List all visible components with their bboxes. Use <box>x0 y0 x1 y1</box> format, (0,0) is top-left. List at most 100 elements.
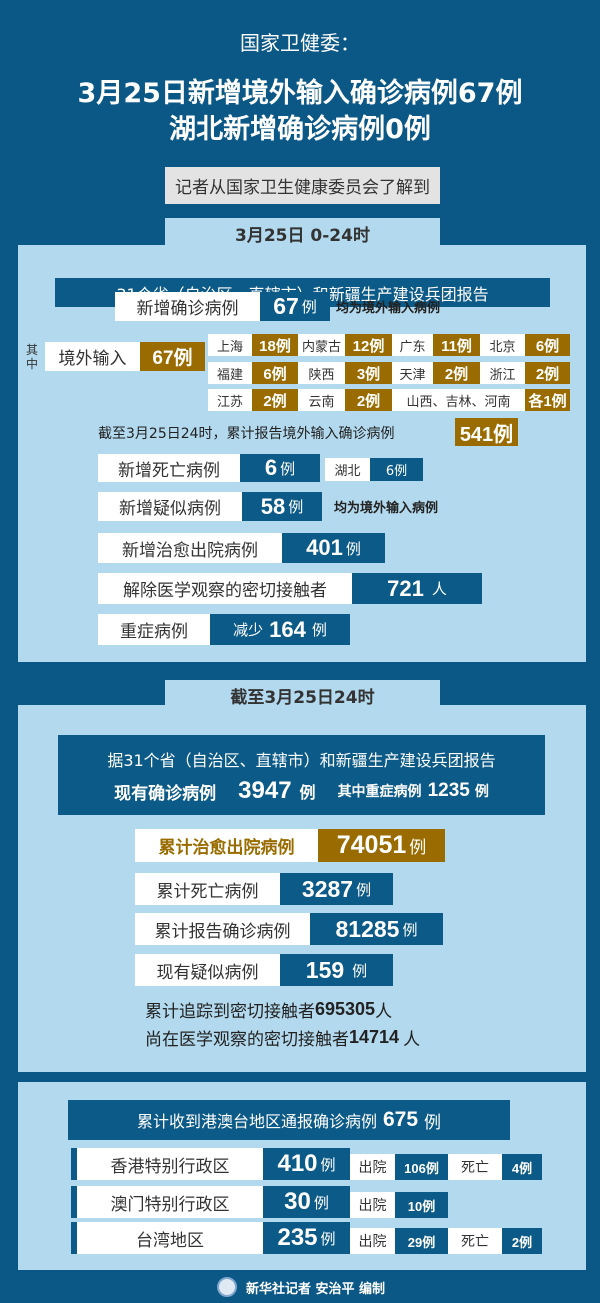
accent-bar <box>71 1186 77 1218</box>
province-name: 内蒙古 <box>298 334 345 356</box>
value: 410 <box>277 1150 318 1177</box>
province-value: 6例 <box>525 334 570 356</box>
imported-value: 67例 <box>140 342 205 371</box>
hubei-label: 湖北 <box>325 458 370 481</box>
prefix: 减少 <box>233 621 264 639</box>
unit: 例 <box>313 1193 329 1212</box>
unit: 例 <box>356 880 372 899</box>
severe-value: 减少 164 例 <box>210 614 350 645</box>
value: 159 <box>305 956 345 983</box>
cumulative-imported-value: 541例 <box>455 418 518 446</box>
value: 695305 <box>315 998 376 1019</box>
label: 累计追踪到密切接触者 <box>145 1001 315 1022</box>
region-name: 台湾地区 <box>77 1222 263 1254</box>
of-which-label: 其中 <box>26 343 39 371</box>
unit: 例 <box>288 498 304 516</box>
suspected-label: 现有疑似病例 <box>135 954 280 986</box>
province-value: 18例 <box>252 334 298 356</box>
released-contacts-label: 解除医学观察的密切接触者 <box>98 573 352 604</box>
province-name: 上海 <box>208 334 252 356</box>
province-name: 天津 <box>392 362 433 384</box>
death-label: 死亡 <box>448 1228 502 1254</box>
deaths-value: 3287 例 <box>280 873 393 905</box>
suspected-value: 159 例 <box>280 954 393 986</box>
discharged-label: 出院 <box>350 1228 395 1254</box>
value: 30 <box>284 1188 311 1215</box>
unit: 例 <box>311 621 327 639</box>
province-value: 2例 <box>433 362 480 384</box>
value: 235 <box>277 1224 318 1251</box>
label: 累计收到港澳台地区通报确诊病例 <box>136 1112 377 1131</box>
new-suspected-value: 58 例 <box>242 492 322 521</box>
value: 14714 <box>349 1026 400 1047</box>
value: 3287 <box>301 875 354 902</box>
current-confirmed-row: 现有确诊病例 3947 例 其中重症病例 1235 例 <box>58 776 545 806</box>
province-value: 2例 <box>345 389 392 411</box>
current-severe-unit: 例 <box>474 784 489 800</box>
confirmed-label: 累计报告确诊病例 <box>135 913 310 945</box>
new-confirmed-label: 新增确诊病例 <box>115 292 260 321</box>
unit: 例 <box>409 838 427 858</box>
death-value: 4例 <box>502 1154 542 1180</box>
discharged-value: 106例 <box>395 1154 448 1180</box>
province-name: 云南 <box>298 389 345 411</box>
daily-tab-label: 3月25日 0-24时 <box>235 225 370 246</box>
unit: 例 <box>345 539 361 558</box>
headline-line2: 湖北新增确诊病例0例 <box>169 113 431 145</box>
province-name: 北京 <box>480 334 525 356</box>
value: 6 <box>264 455 278 480</box>
daily-tab <box>165 218 440 248</box>
province-value: 2例 <box>525 362 570 384</box>
new-suspected-label: 新增疑似病例 <box>98 492 242 521</box>
region-value: 410 例 <box>263 1148 350 1180</box>
label: 尚在医学观察的密切接触者 <box>145 1029 349 1050</box>
province-value: 3例 <box>345 362 392 384</box>
recovered-label: 累计治愈出院病例 <box>135 829 318 862</box>
region-name: 澳门特别行政区 <box>77 1186 263 1218</box>
confirmed-value: 81285 例 <box>310 913 443 945</box>
unit: 例 <box>280 459 296 478</box>
severe-label: 重症病例 <box>98 614 210 645</box>
province-name: 江苏 <box>208 389 252 411</box>
recovered-value: 74051 例 <box>318 829 445 862</box>
xinhua-logo-icon <box>217 1277 237 1297</box>
region-name: 香港特别行政区 <box>77 1148 263 1180</box>
traced-contacts: 累计追踪到密切接触者 695305 人 <box>145 996 392 1022</box>
new-confirmed-note: 均为境外输入病例 <box>336 301 441 316</box>
discharged-label: 出院 <box>350 1192 395 1218</box>
value: 164 <box>269 616 306 642</box>
current-confirmed-unit: 例 <box>299 783 316 802</box>
province-name: 陕西 <box>298 362 345 384</box>
death-label: 死亡 <box>448 1154 502 1180</box>
unit: 例 <box>320 1155 336 1174</box>
hubei-deaths-value: 6例 <box>370 458 423 481</box>
province-name: 浙江 <box>480 362 525 384</box>
current-confirmed-box <box>58 735 545 815</box>
province-name: 福建 <box>208 362 252 384</box>
province-value: 各1例 <box>525 389 570 411</box>
new-recovered-label: 新增治愈出院病例 <box>98 533 282 563</box>
province-value: 2例 <box>252 389 298 411</box>
discharged-value: 10例 <box>395 1192 448 1218</box>
current-confirmed-label: 现有确诊病例 <box>114 783 217 804</box>
unit: 人 <box>403 1029 421 1050</box>
discharged-value: 29例 <box>395 1228 448 1254</box>
discharged-label: 出院 <box>350 1154 395 1180</box>
cumulative-tab-label: 截至3月25日24时 <box>230 687 375 708</box>
current-severe-value: 1235 <box>427 780 470 801</box>
unit: 例 <box>301 298 317 316</box>
unit: 例 <box>402 920 418 939</box>
unit: 例 <box>320 1229 336 1248</box>
province-value: 12例 <box>345 334 392 356</box>
footer-credit: 新华社记者 安治平 编制 <box>246 1281 386 1297</box>
new-confirmed-value: 67 例 <box>260 292 330 321</box>
imported-label: 境外输入 <box>45 342 140 371</box>
value: 675 <box>382 1108 419 1131</box>
value: 58 <box>260 493 286 519</box>
new-suspected-note: 均为境外输入病例 <box>334 501 439 516</box>
cumulative-source: 据31个省（自治区、直辖市）和新疆生产建设兵团报告 <box>107 751 496 770</box>
value: 721 <box>387 575 424 601</box>
province-name: 山西、吉林、河南 <box>392 389 525 411</box>
value: 401 <box>306 535 343 560</box>
